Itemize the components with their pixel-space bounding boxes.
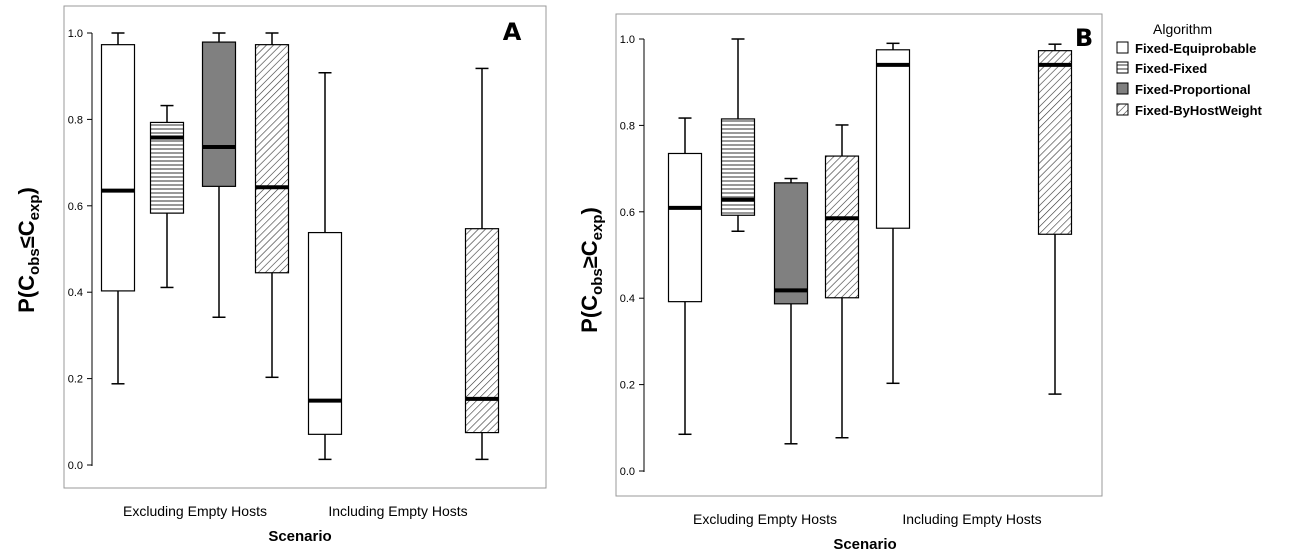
legend-swatch-equiprobable — [1116, 41, 1129, 54]
legend-swatch-proportional — [1116, 82, 1129, 95]
box-iqr — [100, 44, 136, 292]
y-axis-ticks: 0.0 0.2 0.4 0.6 0.8 1.0 — [68, 28, 92, 472]
y-axis-ticks: 0.0 0.2 0.4 0.6 0.8 1.0 — [620, 34, 644, 478]
x-axis-title: Scenario — [268, 528, 331, 545]
panel-label-a: A — [503, 18, 522, 46]
legend-title: Algorithm — [1153, 21, 1212, 37]
category-label: Excluding Empty Hosts — [123, 503, 267, 519]
box-plot-fixed-fixed — [720, 38, 756, 232]
box-iqr — [464, 228, 500, 434]
y-tick-label: 1.0 — [68, 28, 83, 40]
box-iqr — [773, 182, 809, 305]
chart-panel-a: 0.0 0.2 0.4 0.6 0.8 1.0 Excluding Empty Hosts… — [14, 5, 547, 545]
box-plot-fixed-byhostweight — [254, 32, 290, 379]
chart-panel-b: 0.0 0.2 0.4 0.6 0.8 1.0 Excluding Empty Hosts… — [577, 13, 1103, 553]
legend: Algorithm Fixed-Equiprobable Fixed-Fixed… — [1116, 21, 1263, 118]
box-iqr — [875, 49, 911, 229]
legend-item: Fixed-Proportional — [1135, 82, 1251, 97]
y-tick-label: 0.0 — [620, 466, 635, 478]
box-plot-fixed-equiprobable — [100, 32, 136, 385]
box-iqr — [254, 44, 290, 274]
box-plot-fixed-fixed — [149, 104, 185, 289]
box-plot-fixed-equiprobable — [307, 71, 343, 461]
y-tick-label: 0.8 — [620, 120, 635, 132]
box-plot-fixed-proportional — [773, 177, 809, 445]
box-iqr — [307, 231, 343, 435]
y-tick-label: 1.0 — [620, 34, 635, 46]
y-tick-label: 0.2 — [620, 380, 635, 392]
y-tick-label: 0.2 — [68, 374, 83, 386]
box-plot-fixed-equiprobable — [875, 42, 911, 385]
y-axis-title: P(Cobs≥Cexp) — [577, 207, 606, 333]
category-label: Including Empty Hosts — [328, 503, 467, 519]
box-plot-fixed-proportional — [201, 32, 237, 319]
legend-item: Fixed-Equiprobable — [1135, 41, 1256, 56]
legend-item: Fixed-ByHostWeight — [1135, 103, 1263, 118]
legend-swatch-byhostweight — [1116, 103, 1129, 116]
category-label: Including Empty Hosts — [902, 511, 1041, 527]
box-plot-fixed-equiprobable — [667, 117, 703, 436]
y-tick-label: 0.0 — [68, 460, 83, 472]
box-iqr — [824, 155, 860, 299]
box-group — [100, 32, 500, 461]
box-plot-fixed-byhostweight — [1037, 43, 1073, 395]
legend-item: Fixed-Fixed — [1135, 61, 1207, 76]
y-tick-label: 0.4 — [620, 293, 635, 305]
y-tick-label: 0.6 — [68, 201, 83, 213]
box-group — [667, 38, 1073, 445]
box-plot-fixed-byhostweight — [464, 67, 500, 461]
legend-swatch-fixed — [1116, 61, 1129, 74]
y-tick-label: 0.6 — [620, 207, 635, 219]
box-iqr — [201, 41, 237, 187]
category-label: Excluding Empty Hosts — [693, 511, 837, 527]
x-axis-title: Scenario — [833, 536, 896, 553]
y-tick-label: 0.4 — [68, 287, 83, 299]
y-tick-label: 0.8 — [68, 114, 83, 126]
box-plot-fixed-byhostweight — [824, 124, 860, 439]
box-iqr — [1037, 50, 1073, 235]
box-iqr — [667, 152, 703, 303]
panel-label-b: B — [1075, 24, 1093, 52]
y-axis-title: P(Cobs≤Cexp) — [14, 187, 43, 313]
